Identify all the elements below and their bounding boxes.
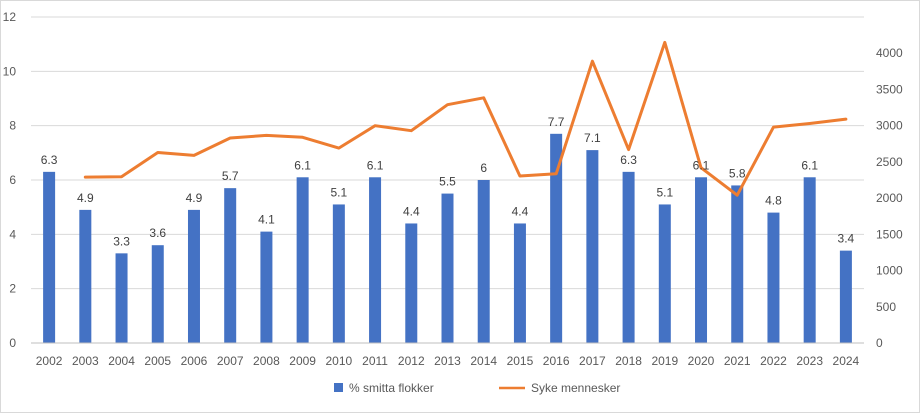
y-axis-right: 0 500 1000 1500 2000 2500 3000 3500 4000 [876, 46, 903, 350]
x-tick-label: 2012 [398, 354, 425, 368]
bar [695, 177, 708, 343]
y-tick-label: 0 [9, 336, 16, 350]
y-tick-label: 4 [9, 227, 16, 241]
bar [513, 223, 526, 343]
bar [658, 204, 671, 343]
data-labels: 6.3 4.9 3.3 3.6 4.9 5.7 4.1 6.1 5.1 6.1 4.4 5.5 6 4.4… [41, 115, 855, 249]
line-series [83, 40, 848, 197]
bar-value-label: 5.7 [222, 169, 239, 183]
bar-value-label: 6.3 [620, 153, 637, 167]
x-tick-label: 2017 [579, 354, 606, 368]
x-tick-label: 2007 [217, 354, 244, 368]
bar-value-label: 4.9 [77, 191, 94, 205]
y-tick-label: 8 [9, 119, 16, 133]
y2-tick-label: 1000 [876, 264, 903, 278]
bar-value-label: 6.1 [367, 158, 384, 172]
bar-value-label: 6.1 [801, 158, 818, 172]
x-tick-label: 2004 [108, 354, 135, 368]
bar-value-label: 5.1 [656, 185, 673, 199]
y2-tick-label: 500 [876, 300, 896, 314]
bar-value-label: 4.1 [258, 213, 275, 227]
bar [79, 209, 92, 343]
bar-value-label: 3.3 [113, 234, 130, 248]
y2-tick-label: 1500 [876, 227, 903, 241]
bar [332, 204, 345, 343]
bar-value-label: 7.1 [584, 131, 601, 145]
y-tick-label: 12 [3, 10, 17, 24]
x-tick-label: 2018 [615, 354, 642, 368]
bar-value-label: 4.8 [765, 194, 782, 208]
x-tick-label: 2024 [833, 354, 860, 368]
legend-label-bars: % smitta flokker [349, 381, 434, 395]
y2-tick-label: 4000 [876, 46, 903, 60]
bar-value-label: 6.1 [693, 158, 710, 172]
x-tick-label: 2023 [796, 354, 823, 368]
x-tick-label: 2021 [724, 354, 751, 368]
x-tick-label: 2003 [72, 354, 99, 368]
legend: % smitta flokker Syke mennesker [334, 381, 620, 395]
x-tick-label: 2008 [253, 354, 280, 368]
x-tick-label: 2015 [507, 354, 534, 368]
bar [803, 177, 816, 343]
y2-tick-label: 0 [876, 336, 883, 350]
x-axis: 2002 2003 2004 2005 2006 2007 2008 2009 2010 2011… [31, 342, 864, 368]
bar-value-label: 7.7 [548, 115, 565, 129]
legend-swatch-bars [334, 383, 343, 392]
bar [187, 209, 200, 343]
x-tick-label: 2020 [688, 354, 715, 368]
bar-value-label: 4.9 [186, 191, 203, 205]
x-tick-label: 2010 [325, 354, 352, 368]
bar [43, 171, 56, 343]
x-tick-label: 2014 [470, 354, 497, 368]
bar-value-label: 6.3 [41, 153, 58, 167]
bar [115, 253, 128, 343]
bar-value-label: 3.4 [838, 232, 855, 246]
x-tick-label: 2005 [144, 354, 171, 368]
bar [839, 250, 852, 343]
legend-label-line: Syke mennesker [531, 381, 620, 395]
y-tick-label: 6 [9, 173, 16, 187]
bar-value-label: 5.8 [729, 166, 746, 180]
x-tick-label: 2013 [434, 354, 461, 368]
y2-tick-label: 3000 [876, 119, 903, 133]
bar-value-label: 5.5 [439, 175, 456, 189]
bar [477, 180, 490, 343]
bar-value-label: 6 [480, 161, 487, 175]
bar-value-label: 5.1 [331, 185, 348, 199]
bar [441, 193, 454, 343]
x-tick-label: 2009 [289, 354, 316, 368]
bar-value-label: 4.4 [512, 204, 529, 218]
y2-tick-label: 2000 [876, 191, 903, 205]
bar [731, 185, 744, 343]
bar [586, 150, 599, 343]
bar [296, 177, 309, 343]
bar-series [43, 133, 852, 343]
x-tick-label: 2006 [181, 354, 208, 368]
x-tick-label: 2011 [362, 354, 388, 368]
y2-tick-label: 3500 [876, 82, 903, 96]
bar [224, 188, 237, 343]
bar [405, 223, 418, 343]
bar [369, 177, 382, 343]
x-tick-label: 2002 [36, 354, 63, 368]
bar [622, 171, 635, 343]
y2-tick-label: 2500 [876, 155, 903, 169]
bar [767, 212, 780, 343]
x-tick-label: 2022 [760, 354, 787, 368]
x-tick-label: 2019 [651, 354, 678, 368]
x-tick-label: 2016 [543, 354, 570, 368]
bar-value-label: 6.1 [294, 158, 311, 172]
bar [550, 133, 563, 343]
y-axis-left: 0 2 4 6 8 10 12 [3, 10, 17, 350]
y-tick-label: 10 [3, 64, 17, 78]
bar-value-label: 4.4 [403, 204, 420, 218]
bar [260, 231, 273, 343]
bar-value-label: 3.6 [149, 226, 166, 240]
line-syke-mennesker [83, 40, 848, 197]
y-tick-label: 2 [9, 282, 16, 296]
bar [151, 245, 164, 343]
